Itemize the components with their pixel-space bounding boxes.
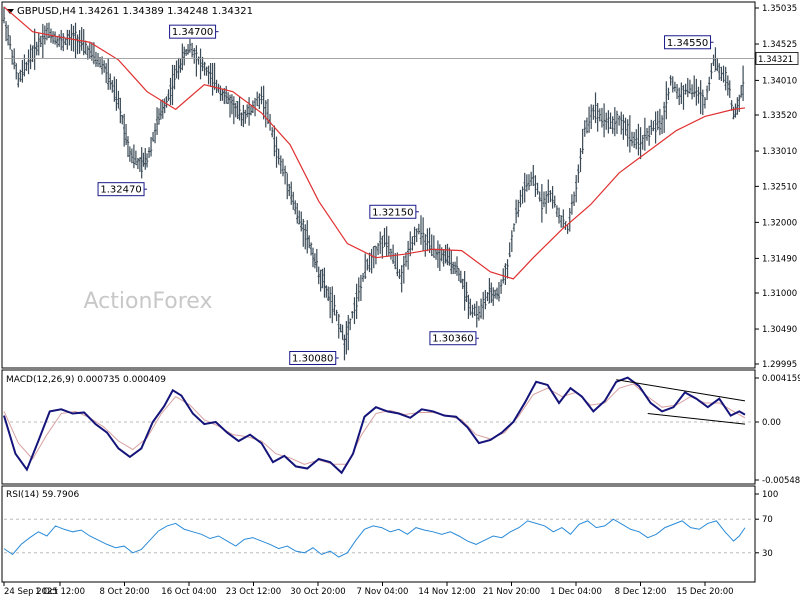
rsi-axis-label: 30: [762, 549, 773, 559]
annotation-box: [169, 24, 217, 39]
time-axis-label: 15 Dec 20:00: [676, 587, 733, 597]
price-axis: 1.35035 1.34525 1.34010 1.33520 1.33010 1.325…: [755, 4, 799, 370]
time-axis-label: 21 Nov 20:00: [483, 587, 540, 597]
price-axis-label: 1.30490: [762, 325, 797, 335]
annotation-label: 1.30080: [292, 353, 333, 364]
time-axis-label: 30 Oct 20:00: [290, 587, 345, 597]
macd-signal-line: [3, 383, 746, 465]
macd-axis-label: 0.00: [762, 418, 781, 428]
rsi-pane-frame: [1, 485, 756, 583]
rsi-chart: [3, 518, 755, 558]
symbol-label: GBPUSD,H4: [17, 6, 76, 17]
rsi-label: RSI(14) 59.7906: [6, 490, 79, 500]
price-axis-label: 1.33010: [762, 147, 797, 157]
annotation-box: [97, 182, 145, 197]
current-price-badge: [755, 52, 799, 65]
time-axis-label: 1 Oct 12:00: [35, 587, 85, 597]
price-axis-label: 1.32000: [762, 218, 797, 228]
annotation-label: 1.32150: [372, 207, 413, 218]
macd-axis-label: 0.004159: [762, 374, 800, 384]
price-axis-label: 1.31000: [762, 289, 797, 299]
price-axis-label: 1.34525: [762, 40, 797, 50]
price-chart: 1.34700 1.32470 1.30080 1.32150 1.30360 1.345…: [2, 6, 755, 365]
macd-pane-frame: [1, 369, 756, 485]
macd-trendline: [616, 379, 746, 402]
time-axis-label: 14 Nov 12:00: [418, 587, 475, 597]
ohlc-readout: 1.34261 1.34389 1.34248 1.34321: [78, 6, 253, 17]
time-axis-label: 24 Sep 2025: [4, 587, 58, 597]
rsi-axis: 100 70 30: [755, 490, 778, 559]
time-axis-label: 1 Dec 04:00: [550, 587, 602, 597]
price-axis-label: 1.35035: [762, 4, 797, 14]
price-axis-label: 1.33520: [762, 111, 797, 121]
header: GBPUSD,H4 1.34261 1.34389 1.34248 1.3432…: [6, 6, 253, 17]
annotation-box: [289, 350, 337, 365]
time-axis-label: 16 Oct 04:00: [161, 587, 216, 597]
macd-axis: 0.004159 0.00 -0.005485: [755, 374, 800, 486]
time-axis-label: 8 Dec 12:00: [615, 587, 667, 597]
price-axis-label: 1.29995: [762, 360, 797, 370]
time-axis-label: 7 Nov 04:00: [357, 587, 409, 597]
rsi-line: [3, 518, 746, 558]
current-price-label: 1.34321: [758, 55, 793, 65]
macd-line: [3, 376, 746, 475]
macd-axis-label: -0.005485: [762, 476, 800, 486]
annotation-label: 1.34550: [667, 38, 708, 49]
annotation-box: [369, 204, 417, 219]
rsi-axis-label: 70: [762, 515, 773, 525]
price-axis-label: 1.34010: [762, 76, 797, 86]
macd-trendline: [647, 413, 746, 425]
price-axis-label: 1.32510: [762, 182, 797, 192]
watermark: ActionForex: [84, 289, 213, 314]
annotation-box: [429, 331, 477, 346]
macd-chart: [3, 376, 755, 475]
annotation-label: 1.32470: [100, 185, 141, 196]
macd-label: MACD(12,26,9) 0.000735 0.000409: [6, 375, 166, 385]
time-axis-label: 23 Oct 12:00: [226, 587, 281, 597]
rsi-axis-label: 100: [762, 490, 778, 500]
moving-average-line: [3, 6, 746, 280]
time-axis-label: 8 Oct 20:00: [99, 587, 149, 597]
annotation-box: [664, 35, 712, 50]
price-pane-frame: [1, 1, 756, 369]
annotation-label: 1.30360: [432, 334, 473, 345]
price-axis-label: 1.31490: [762, 254, 797, 264]
annotation-label: 1.34700: [172, 27, 213, 38]
